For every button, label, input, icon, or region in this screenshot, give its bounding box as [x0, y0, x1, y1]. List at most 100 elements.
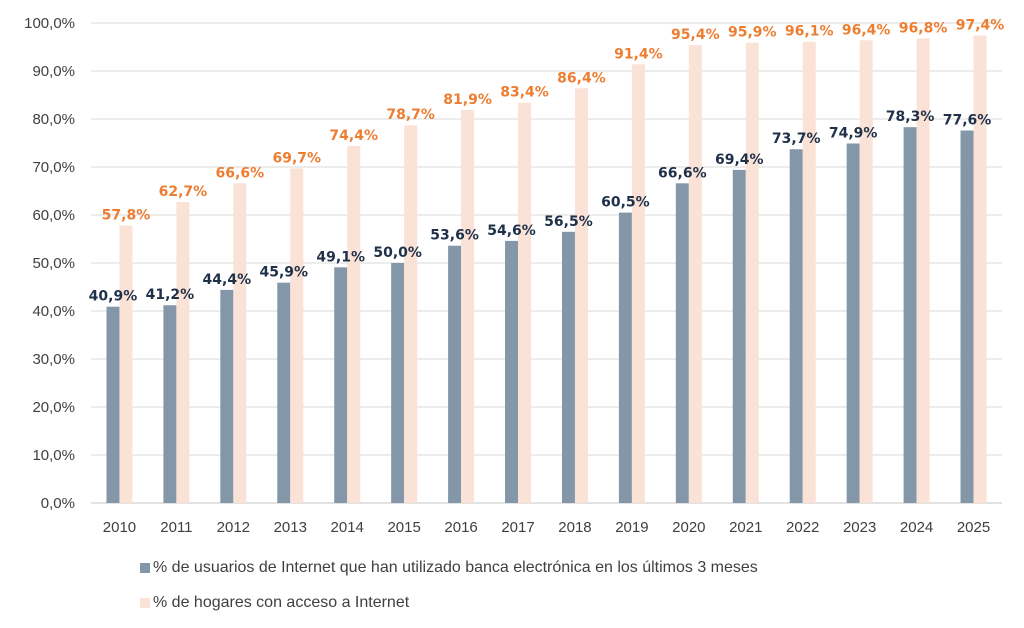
- data-label-households: 74,4%: [329, 128, 378, 144]
- data-label-households: 66,6%: [216, 165, 265, 181]
- bar-banking: [618, 212, 632, 503]
- y-tick-label: 50,0%: [32, 255, 75, 272]
- y-axis: 0,0% 10,0% 20,0% 30,0% 40,0% 50,0% 60,0% 70,0% 8…: [24, 15, 75, 512]
- x-tick-label: 2023: [843, 519, 876, 536]
- legend-item-households: % de hogares con acceso a Internet: [140, 594, 409, 612]
- x-tick-label: 2012: [217, 519, 250, 536]
- data-labels: 40,9% 41,2% 44,4% 45,9% 49,1% 50,0% 53,6% 54,6%…: [89, 17, 1005, 304]
- data-label-households: 86,4%: [557, 70, 606, 86]
- bar-banking: [163, 305, 177, 503]
- bar-households: [290, 168, 304, 503]
- data-label-households: 57,8%: [102, 208, 151, 224]
- y-tick-label: 0,0%: [41, 495, 75, 512]
- data-label-banking: 60,5%: [601, 195, 650, 211]
- data-label-banking: 66,6%: [658, 165, 707, 181]
- legend-swatch-banking: [140, 563, 150, 573]
- y-tick-label: 70,0%: [32, 159, 75, 176]
- x-tick-label: 2019: [615, 519, 648, 536]
- data-label-households: 95,4%: [671, 27, 720, 43]
- bar-banking: [846, 143, 860, 504]
- bar-households: [973, 35, 987, 503]
- bar-households: [347, 145, 361, 503]
- y-tick-label: 20,0%: [32, 399, 75, 416]
- y-tick-label: 100,0%: [24, 15, 75, 32]
- bar-banking: [561, 231, 575, 504]
- data-label-households: 95,9%: [728, 25, 777, 41]
- y-tick-label: 30,0%: [32, 351, 75, 368]
- data-label-households: 96,4%: [842, 22, 891, 38]
- bar-households: [745, 42, 759, 504]
- bar-households: [688, 45, 702, 504]
- bar-banking: [960, 130, 974, 503]
- bar-households: [518, 102, 532, 504]
- legend-label-households: % de hogares con acceso a Internet: [153, 594, 410, 611]
- x-tick-label: 2021: [729, 519, 762, 536]
- y-tick-label: 90,0%: [32, 63, 75, 80]
- x-tick-label: 2011: [160, 519, 192, 536]
- y-tick-label: 60,0%: [32, 207, 75, 224]
- x-tick-label: 2014: [331, 519, 364, 536]
- x-tick-label: 2025: [957, 519, 990, 536]
- y-tick-label: 40,0%: [32, 303, 75, 320]
- bar-banking: [789, 149, 803, 504]
- x-tick-label: 2016: [444, 519, 477, 536]
- data-label-banking: 53,6%: [430, 228, 479, 244]
- bar-households: [233, 183, 247, 503]
- bar-households: [119, 225, 133, 503]
- data-label-households: 97,4%: [956, 17, 1005, 33]
- bar-households: [631, 64, 645, 503]
- bars: [106, 35, 987, 504]
- data-label-banking: 45,9%: [259, 265, 308, 281]
- data-label-banking: 41,2%: [146, 287, 195, 303]
- bar-banking: [505, 240, 519, 504]
- data-label-banking: 69,4%: [715, 152, 764, 168]
- legend-label-banking: % de usuarios de Internet que han utiliz…: [153, 559, 758, 576]
- bar-households: [404, 125, 418, 504]
- data-label-banking: 44,4%: [203, 272, 252, 288]
- data-label-banking: 78,3%: [886, 109, 935, 125]
- data-label-households: 69,7%: [272, 150, 321, 166]
- bar-banking: [277, 282, 291, 503]
- x-tick-label: 2013: [274, 519, 307, 536]
- y-tick-label: 80,0%: [32, 111, 75, 128]
- data-label-households: 81,9%: [443, 92, 492, 108]
- data-label-banking: 50,0%: [373, 245, 422, 261]
- data-label-banking: 54,6%: [487, 223, 536, 239]
- data-label-households: 78,7%: [386, 107, 435, 123]
- bar-banking: [732, 169, 746, 503]
- data-label-banking: 77,6%: [943, 113, 992, 129]
- x-tick-label: 2024: [900, 519, 933, 536]
- bar-banking: [220, 289, 234, 503]
- bar-households: [859, 40, 873, 503]
- legend-swatch-households: [140, 598, 150, 608]
- data-label-households: 83,4%: [500, 85, 549, 101]
- data-label-households: 96,8%: [899, 20, 948, 36]
- bar-households: [802, 41, 816, 503]
- x-tick-label: 2020: [672, 519, 705, 536]
- data-label-banking: 40,9%: [89, 289, 138, 305]
- data-label-banking: 56,5%: [544, 214, 593, 230]
- data-label-banking: 49,1%: [316, 249, 365, 265]
- legend-item-banking: % de usuarios de Internet que han utiliz…: [140, 559, 758, 577]
- data-label-banking: 73,7%: [772, 131, 821, 147]
- bar-banking: [334, 267, 348, 503]
- bar-households: [461, 109, 475, 503]
- bar-banking: [903, 127, 917, 503]
- bar-households: [574, 88, 588, 503]
- data-label-households: 91,4%: [614, 46, 663, 62]
- bar-banking: [448, 245, 462, 503]
- x-tick-label: 2018: [558, 519, 591, 536]
- x-tick-label: 2010: [103, 519, 136, 536]
- y-tick-label: 10,0%: [32, 447, 75, 464]
- x-axis: 2010 2011 2012 2013 2014 2015 2016 2017 2018 2019…: [103, 519, 990, 536]
- data-label-households: 62,7%: [159, 184, 208, 200]
- x-tick-label: 2015: [387, 519, 420, 536]
- data-label-banking: 74,9%: [829, 125, 878, 141]
- bar-households: [176, 202, 190, 504]
- bar-households: [916, 38, 930, 504]
- x-tick-label: 2022: [786, 519, 819, 536]
- bar-banking: [106, 306, 120, 503]
- bar-banking: [675, 183, 689, 503]
- bar-banking: [391, 263, 405, 503]
